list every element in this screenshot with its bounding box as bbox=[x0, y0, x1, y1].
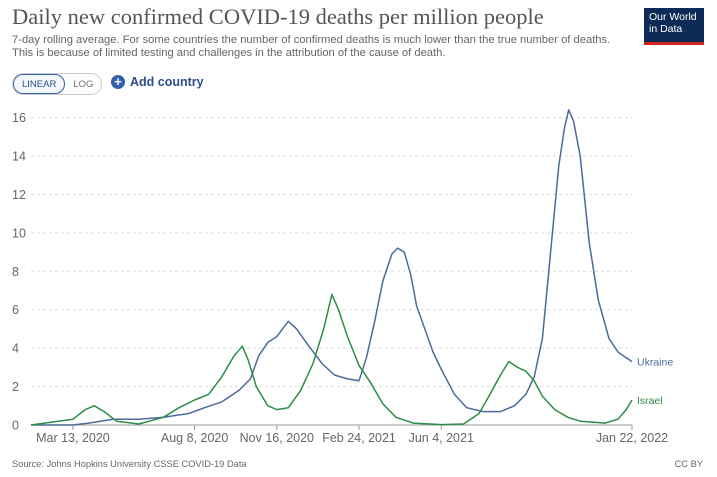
y-tick-label-16: 16 bbox=[12, 111, 26, 125]
y-tick-label-4: 4 bbox=[12, 342, 19, 356]
y-tick-label-14: 14 bbox=[12, 150, 26, 164]
y-tick-label-12: 12 bbox=[12, 188, 26, 202]
y-tick-label-8: 8 bbox=[12, 265, 19, 279]
series-end-labels: Ukraine Israel bbox=[637, 357, 673, 407]
y-tick-label-10: 10 bbox=[12, 226, 26, 240]
series-label-ukraine: Ukraine bbox=[637, 357, 673, 369]
series-lines bbox=[30, 109, 633, 426]
y-tick-label-6: 6 bbox=[12, 303, 19, 317]
owid-logo[interactable]: Our World in Data bbox=[644, 8, 704, 45]
series-label-israel: Israel bbox=[637, 395, 663, 407]
x-tick-label-0: Mar 13, 2020 bbox=[36, 431, 110, 445]
x-tick-label-2: Nov 16, 2020 bbox=[240, 431, 314, 445]
x-tick-label-3: Feb 24, 2021 bbox=[322, 431, 396, 445]
chart-title: Daily new confirmed COVID-19 deaths per … bbox=[12, 4, 544, 29]
chart-grid bbox=[31, 117, 632, 388]
log-scale-button[interactable]: LOG bbox=[73, 78, 94, 90]
y-axis-ticks: 0 2 4 6 8 10 12 14 16 bbox=[12, 111, 26, 432]
y-tick-label-2: 2 bbox=[12, 380, 19, 394]
scale-toggle: LINEAR LOG bbox=[12, 73, 103, 95]
plus-circle-icon: + bbox=[111, 75, 125, 89]
source-note: Source: Johns Hopkins University CSSE CO… bbox=[12, 459, 247, 469]
series-line-ukraine bbox=[31, 109, 633, 426]
logo-line-2: in Data bbox=[649, 23, 683, 35]
add-country-button[interactable]: + Add country bbox=[111, 75, 204, 89]
logo-line-1: Our World bbox=[649, 11, 697, 23]
chart-subtitle: 7-day rolling average. For some countrie… bbox=[12, 34, 632, 61]
license-link[interactable]: CC BY bbox=[674, 459, 703, 469]
x-tick-label-1: Aug 8, 2020 bbox=[161, 431, 228, 445]
x-tick-label-5: Jan 22, 2022 bbox=[596, 431, 668, 445]
subtitle-line-1: 7-day rolling average. For some countrie… bbox=[12, 34, 611, 46]
linear-scale-button[interactable]: LINEAR bbox=[13, 74, 66, 94]
subtitle-line-2: This is because of limited testing and c… bbox=[12, 47, 446, 60]
x-axis-ticks: Mar 13, 2020 Aug 8, 2020 Nov 16, 2020 Feb 2… bbox=[36, 425, 668, 445]
y-tick-label-0: 0 bbox=[12, 419, 19, 433]
series-line-israel bbox=[30, 293, 633, 426]
x-tick-label-4: Jun 4, 2021 bbox=[409, 431, 474, 445]
add-country-label: Add country bbox=[130, 75, 204, 89]
